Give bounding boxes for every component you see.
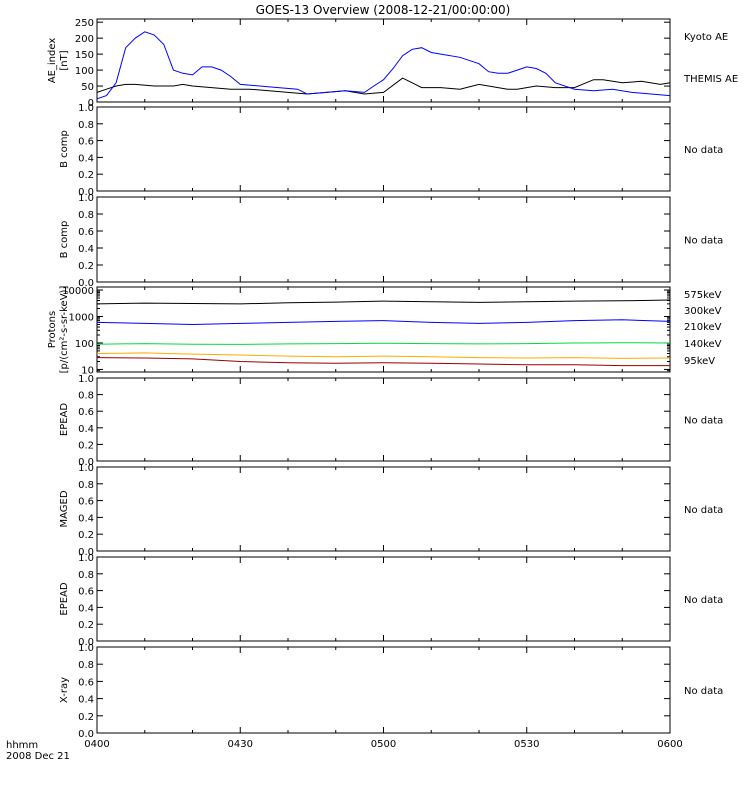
ytick-label-bcomp2: 0.2: [78, 261, 94, 272]
ytick-label-xray: 0.6: [78, 677, 94, 688]
series-line-kyoto-ae: [96, 77, 671, 95]
ytick-label-bcomp2: 0.0: [78, 278, 94, 289]
no-data-label-bcomp1: No data: [684, 145, 723, 156]
ytick-label-xray: 0.4: [78, 695, 94, 706]
no-data-label-maged: No data: [684, 505, 723, 516]
ytick-label-epead2: 0.6: [78, 587, 94, 598]
ytick-label-bcomp2: 0.6: [78, 227, 94, 238]
ytick-label-ae: 0: [88, 98, 94, 109]
legend-300kev: 300keV: [684, 306, 722, 317]
ytick-label-ae: 250: [75, 18, 94, 29]
ytick-label-bcomp1: 1.0: [78, 103, 94, 114]
ylabel-bcomp2: B comp: [59, 221, 70, 259]
panel-frame-epead2: [96, 556, 671, 642]
series-line-210kev: [96, 342, 671, 345]
no-data-label-epead2: No data: [684, 595, 723, 606]
panel-frame-bcomp2: [96, 196, 671, 283]
ytick-label-protons: 10000: [62, 286, 94, 297]
xtick-label-0530: 0530: [514, 739, 539, 750]
ytick-label-epead2: 1.0: [78, 553, 94, 564]
legend-575kev: 575keV: [684, 290, 722, 301]
legend-210kev: 210keV: [684, 322, 722, 333]
panels: 0 50 100 150 200 250 AE_index [nT] Kyoto AE THEMI…: [47, 18, 738, 750]
panel-frame-epead1: [96, 377, 671, 462]
ylabel-protons: Protons: [47, 311, 58, 348]
ytick-label-epead2: 0.8: [78, 570, 94, 581]
ytick-label-xray: 0.2: [78, 712, 94, 723]
ytick-label-epead1: 0.8: [78, 391, 94, 402]
xtick-label-0430: 0430: [228, 739, 253, 750]
ylabel-ae: AE_index: [47, 38, 58, 84]
ytick-label-bcomp1: 0.8: [78, 120, 94, 131]
series-line-575kev: [96, 357, 670, 367]
ytick-label-epead2: 0.2: [78, 620, 94, 631]
ytick-label-epead1: 0.2: [78, 440, 94, 451]
xtick-label-0500: 0500: [371, 739, 396, 750]
ytick-label-ae: 100: [75, 66, 94, 77]
ylabel-bcomp1: B comp: [59, 130, 70, 168]
ytick-label-bcomp2: 0.4: [78, 244, 94, 255]
ytick-label-bcomp1: 0.0: [78, 187, 94, 198]
legend-95kev: 95keV: [684, 356, 715, 367]
ytick-label-ae: 150: [75, 50, 94, 61]
ytick-label-maged: 0.2: [78, 530, 94, 541]
panel-frame-bcomp1: [96, 106, 671, 192]
ytick-label-bcomp1: 0.4: [78, 153, 94, 164]
ytick-label-maged: 0.8: [78, 480, 94, 491]
ytick-label-maged: 1.0: [78, 463, 94, 474]
ytick-label-protons: 10: [81, 365, 94, 376]
ytick-label-bcomp1: 0.6: [78, 137, 94, 148]
series-line-300kev: [96, 352, 671, 359]
legend-themis-ae: THEMIS AE: [683, 74, 738, 85]
ytick-label-ae: 50: [81, 82, 94, 93]
ylabel-epead2: EPEAD: [59, 582, 70, 616]
ytick-label-epead2: 0.4: [78, 603, 94, 614]
ytick-label-bcomp2: 0.8: [78, 210, 94, 221]
ytick-label-epead1: 1.0: [78, 374, 94, 385]
ytick-label-bcomp2: 1.0: [78, 193, 94, 204]
ytick-label-epead2: 0.0: [78, 637, 94, 648]
ytick-label-epead1: 0.0: [78, 457, 94, 468]
ytick-label-protons: 100: [75, 339, 94, 350]
panel-frame-protons: [96, 286, 671, 373]
ytick-label-xray: 1.0: [78, 643, 94, 654]
ytick-label-xray: 0.8: [78, 660, 94, 671]
chart-title: GOES-13 Overview (2008-12-21/00:00:00): [256, 3, 511, 17]
no-data-label-xray: No data: [684, 686, 723, 697]
ytick-label-maged: 0.6: [78, 497, 94, 508]
xtick-label-0400: 0400: [84, 739, 109, 750]
ytick-label-maged: 0.0: [78, 547, 94, 558]
ytick-label-bcomp1: 0.2: [78, 170, 94, 181]
legend-kyoto-ae: Kyoto AE: [684, 32, 728, 43]
legend-140kev: 140keV: [684, 339, 722, 350]
panel-frame-xray: [96, 646, 671, 734]
footer-date: 2008 Dec 21: [6, 751, 70, 762]
ytick-label-ae: 200: [75, 34, 94, 45]
ylabel-maged: MAGED: [59, 490, 70, 527]
ytick-label-maged: 0.4: [78, 513, 94, 524]
series-line-95kev: [96, 299, 671, 305]
no-data-label-bcomp2: No data: [684, 236, 723, 247]
ylabel-xray: X-ray: [59, 677, 70, 703]
series-line-themis-ae: [96, 31, 671, 100]
ytick-label-xray: 0.0: [78, 729, 94, 740]
panel-frame-maged: [96, 466, 671, 552]
ylabel-epead1: EPEAD: [59, 403, 70, 437]
ylabel-units-ae: [nT]: [59, 50, 70, 70]
ytick-label-epead1: 0.6: [78, 407, 94, 418]
xtick-label-0600: 0600: [657, 739, 682, 750]
no-data-label-epead1: No data: [684, 416, 723, 427]
series-line-140kev: [96, 319, 671, 326]
ylabel-units-protons: [p/(cm²-s-sr-keV)]: [59, 286, 70, 374]
ytick-label-epead1: 0.4: [78, 424, 94, 435]
ytick-label-protons: 1000: [69, 312, 94, 323]
footer-hhmm: hhmm: [6, 740, 38, 751]
